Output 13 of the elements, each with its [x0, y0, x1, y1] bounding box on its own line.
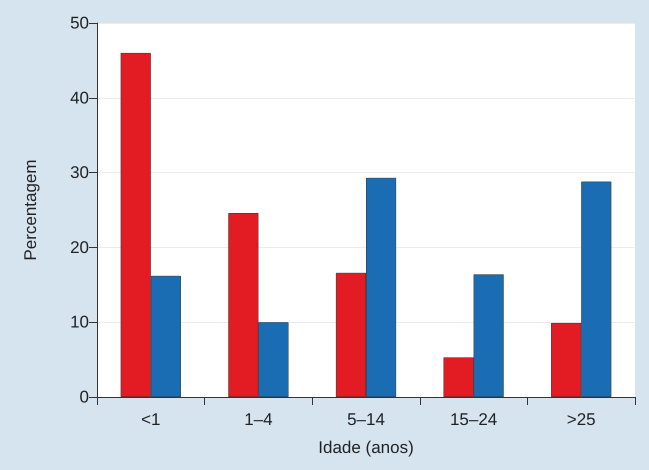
x-tick-label: 15–24 [450, 410, 498, 429]
x-axis-title: Idade (anos) [318, 438, 414, 457]
y-axis-title: Percentagem [21, 159, 40, 261]
y-tick-label: 30 [70, 163, 89, 182]
x-tick-label: 5–14 [347, 410, 385, 429]
y-tick-label: 10 [70, 312, 89, 332]
y-tick-label: 20 [70, 238, 89, 257]
y-tick-label: 50 [70, 14, 89, 32]
x-tick-label: >25 [566, 410, 596, 429]
x-tick-label: 1–4 [244, 410, 273, 429]
y-tick-label: 40 [70, 88, 89, 108]
x-tick-label: <1 [141, 410, 160, 429]
y-tick-label: 0 [80, 388, 89, 406]
